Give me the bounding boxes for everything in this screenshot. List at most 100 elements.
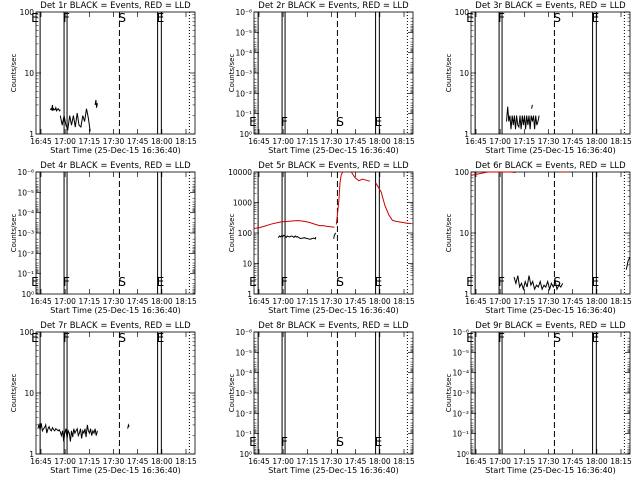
y-tick-label: 10⁰: [21, 290, 34, 299]
y-tick-label: 10⁰: [239, 450, 252, 459]
y-tick-label: 10⁻⁴: [452, 369, 469, 378]
marker-label: E: [592, 275, 600, 289]
panel-8: Det 8r BLACK = Events, RED = LLD 10⁰ 10⁻¹ 1…: [228, 321, 415, 475]
x-tick-label: 17:30: [538, 137, 560, 146]
panel-title: Det 6r BLACK = Events, RED = LLD: [475, 161, 626, 171]
y-tick-label: 10⁻²: [235, 89, 252, 98]
marker-label: E: [31, 275, 39, 289]
x-tick-label: 17:15: [79, 297, 101, 306]
x-tick-label: 17:45: [127, 297, 149, 306]
y-tick-label: 10: [459, 229, 469, 238]
y-tick-label: 10⁻⁶: [17, 168, 34, 177]
x-tick-label: 17:45: [562, 457, 584, 466]
marker-label: E: [466, 11, 474, 25]
x-tick-label: 17:30: [538, 297, 560, 306]
x-tick-label: 18:00: [586, 297, 608, 306]
x-tick-label: 18:00: [586, 457, 608, 466]
x-tick-label: 18:15: [610, 297, 632, 306]
marker-label: E: [466, 331, 474, 345]
x-axis-label: Start Time (25-Dec-15 16:36:40): [485, 466, 616, 475]
panel-title: Det 2r BLACK = Events, RED = LLD: [258, 1, 409, 11]
x-axis-label: Start Time (25-Dec-15 16:36:40): [50, 306, 181, 315]
x-tick-label: 17:00: [489, 137, 511, 146]
panel-3: Det 3r BLACK = Events, RED = LLD 1 10 100 Co…: [445, 1, 632, 155]
marker-label: S: [118, 275, 126, 289]
x-tick-label: 16:45: [465, 297, 487, 306]
x-tick-label: 18:00: [151, 137, 173, 146]
y-tick-label: 1: [29, 450, 34, 459]
marker-label: E: [592, 11, 600, 25]
y-axis-label: Counts/sec: [228, 374, 236, 413]
x-tick-label: 17:45: [127, 457, 149, 466]
y-tick-label: 100: [20, 328, 35, 337]
y-tick-label: 10⁻¹: [17, 270, 34, 279]
x-tick-label: 17:00: [54, 297, 76, 306]
marker-label: S: [553, 331, 561, 345]
x-tick-label: 17:30: [321, 137, 343, 146]
x-tick-label: 17:30: [538, 457, 560, 466]
x-axis-label: Start Time (25-Dec-15 16:36:40): [485, 146, 616, 155]
panel-7: Det 7r BLACK = Events, RED = LLD 1 10 100 Co…: [10, 321, 197, 475]
y-tick-label: 10⁻⁵: [235, 28, 252, 37]
y-tick-label: 10⁻¹: [235, 430, 252, 439]
y-tick-label: 10⁻¹: [235, 110, 252, 119]
marker-label: E: [375, 275, 383, 289]
events-series-line: [94, 100, 98, 108]
events-series-line: [513, 275, 564, 292]
y-tick-label: 10: [24, 69, 34, 78]
panel-4: Det 4r BLACK = Events, RED = LLD 10⁰ 10⁻¹ 1…: [10, 161, 197, 315]
y-tick-label: 100: [455, 8, 470, 17]
x-tick-label: 17:15: [514, 297, 536, 306]
marker-label: E: [157, 331, 165, 345]
x-tick-label: 17:00: [272, 297, 294, 306]
y-tick-label: 10⁻²: [17, 249, 34, 258]
x-tick-label: 16:45: [30, 297, 52, 306]
x-tick-label: 17:45: [345, 297, 367, 306]
x-tick-label: 17:00: [272, 137, 294, 146]
x-tick-label: 17:30: [321, 457, 343, 466]
panel-title: Det 4r BLACK = Events, RED = LLD: [40, 161, 191, 171]
y-tick-label: 100: [238, 229, 253, 238]
x-tick-label: 16:45: [465, 457, 487, 466]
y-tick-label: 10⁻⁴: [17, 209, 34, 218]
marker-label: S: [118, 11, 126, 25]
y-tick-label: 10⁻³: [17, 229, 34, 238]
panel-1: Det 1r BLACK = Events, RED = LLD 1 10 100 Co…: [10, 1, 197, 155]
y-tick-label: 1: [29, 130, 34, 139]
y-tick-label: 10⁻³: [235, 69, 252, 78]
x-tick-label: 18:15: [175, 137, 197, 146]
x-tick-label: 16:45: [248, 297, 270, 306]
x-tick-label: 18:15: [393, 297, 415, 306]
marker-label: S: [336, 435, 344, 449]
events-series-line: [333, 232, 337, 239]
x-tick-label: 17:45: [345, 457, 367, 466]
y-tick-label: 1: [464, 290, 469, 299]
x-tick-label: 17:00: [54, 457, 76, 466]
y-tick-label: 10⁻⁶: [235, 8, 252, 17]
y-tick-label: 10⁻³: [235, 389, 252, 398]
marker-label: E: [249, 115, 257, 129]
x-tick-label: 16:45: [30, 457, 52, 466]
x-tick-label: 18:00: [369, 297, 391, 306]
events-series-line: [59, 108, 91, 132]
x-tick-label: 17:45: [345, 137, 367, 146]
marker-label: S: [336, 275, 344, 289]
events-series-line: [127, 423, 130, 429]
panel-title: Det 8r BLACK = Events, RED = LLD: [258, 321, 409, 331]
y-tick-label: 10⁻⁵: [452, 348, 469, 357]
y-tick-label: 10⁻²: [235, 409, 252, 418]
panel-title: Det 9r BLACK = Events, RED = LLD: [475, 321, 626, 331]
x-tick-label: 18:00: [586, 137, 608, 146]
x-tick-label: 17:00: [54, 137, 76, 146]
marker-label: S: [336, 115, 344, 129]
x-axis-label: Start Time (25-Dec-15 16:36:40): [50, 466, 181, 475]
y-tick-label: 10000: [228, 168, 252, 177]
x-tick-label: 17:15: [79, 457, 101, 466]
x-tick-label: 17:15: [297, 457, 319, 466]
x-tick-label: 17:15: [514, 137, 536, 146]
x-tick-label: 17:00: [272, 457, 294, 466]
x-tick-label: 17:00: [489, 297, 511, 306]
panel-6: Det 6r BLACK = Events, RED = LLD 1 10 100 Co…: [445, 161, 632, 315]
marker-label: E: [592, 331, 600, 345]
